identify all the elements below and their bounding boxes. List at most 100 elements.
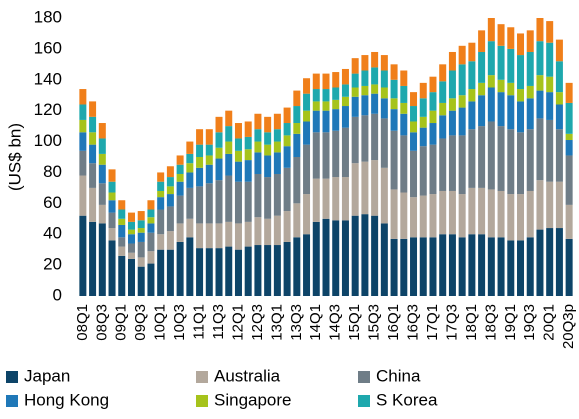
bar-segment <box>410 121 418 133</box>
bar-segment <box>293 237 301 296</box>
bar-segment <box>196 248 204 296</box>
x-tick-label: 08Q1 <box>74 304 91 341</box>
bar-segment <box>565 204 573 239</box>
bar-segment <box>108 228 116 241</box>
bar-segment <box>176 173 184 182</box>
bar-segment <box>225 175 233 222</box>
bar-segment <box>419 98 427 117</box>
bar-segment <box>517 89 525 102</box>
bar-segment <box>400 238 408 296</box>
bar-segment <box>565 140 573 156</box>
bar-segment <box>127 221 135 230</box>
bar-segment <box>507 240 515 296</box>
bar-segment <box>565 155 573 205</box>
bar-segment <box>127 258 135 296</box>
bar-segment <box>79 132 87 151</box>
bar-segment <box>293 133 301 157</box>
bar-segment <box>546 76 554 93</box>
bar-segment <box>283 211 291 242</box>
x-tick-label: 19Q3 <box>521 304 538 341</box>
bar-segment <box>410 197 418 238</box>
bar-segment <box>137 241 145 258</box>
bar-segment <box>293 123 301 134</box>
bar-segment <box>410 92 418 107</box>
bar-segment <box>497 126 505 191</box>
x-tick-label: 09Q1 <box>113 304 130 341</box>
bar-segment <box>332 177 340 221</box>
bar-segment <box>264 155 272 178</box>
bar-segment <box>196 129 204 145</box>
y-axis-label: (US$ bn) <box>5 123 24 191</box>
bar-segment <box>468 89 476 102</box>
x-tick-label: 15Q3 <box>366 304 383 341</box>
bar-segment <box>439 138 447 191</box>
bar-segment <box>186 187 194 219</box>
bar-segment <box>536 118 544 181</box>
bar-segment <box>565 133 573 141</box>
x-tick-label: 16Q3 <box>404 304 421 341</box>
bar-segment <box>458 107 466 136</box>
x-tick-label: 12Q3 <box>249 304 266 341</box>
bar-segment <box>147 263 155 296</box>
bar-segment <box>176 155 184 165</box>
bar-segment <box>361 214 369 296</box>
bar-segment <box>507 82 515 96</box>
bar-segment <box>264 144 272 156</box>
bar-segment <box>458 95 466 108</box>
y-tick-label: 140 <box>34 69 62 88</box>
bar-segment <box>332 72 340 88</box>
bar-segment <box>205 144 213 156</box>
legend-swatch <box>196 395 208 407</box>
bar-segment <box>283 241 291 296</box>
bar-segment <box>390 64 398 80</box>
bar-segment <box>487 75 495 88</box>
bar-segment <box>176 164 184 174</box>
bar-segment <box>536 90 544 119</box>
bar-segment <box>565 102 573 134</box>
bar-segment <box>546 21 554 43</box>
bar-segment <box>79 89 87 105</box>
bar-segment <box>244 121 252 137</box>
bar-segment <box>555 92 563 105</box>
bar-segment <box>468 42 476 62</box>
bar-segment <box>273 113 281 130</box>
bar-segment <box>186 163 194 173</box>
bar-segment <box>293 90 301 107</box>
bar-segment <box>157 234 165 250</box>
bar-segment <box>517 132 525 195</box>
bar-segment <box>98 138 106 154</box>
bar-segment <box>118 200 126 210</box>
bar-segment <box>176 195 184 224</box>
bar-segment <box>303 194 311 235</box>
bar-segment <box>487 87 495 122</box>
bar-segment <box>118 246 126 256</box>
bar-segment <box>215 158 223 181</box>
bar-segment <box>478 95 486 127</box>
bar-segment <box>303 234 311 296</box>
bar-segment <box>137 266 145 296</box>
bar-segment <box>108 240 116 296</box>
bar-segment <box>361 115 369 162</box>
bar-segment <box>205 155 213 165</box>
bar-segment <box>273 141 281 153</box>
bar-segment <box>419 237 427 296</box>
bar-segment <box>380 118 388 168</box>
bar-segment <box>186 218 194 238</box>
bar-segment <box>332 220 340 296</box>
bar-segment <box>108 212 116 229</box>
bar-segment <box>497 24 505 46</box>
legend-label: S Korea <box>376 390 438 409</box>
bar-segment <box>419 82 427 99</box>
bar-segment <box>147 200 155 210</box>
bar-segment <box>322 132 330 179</box>
bar-segment <box>196 167 204 187</box>
bar-segment <box>244 221 252 247</box>
bar-segment <box>497 92 505 127</box>
bar-segment <box>410 150 418 198</box>
bar-segment <box>458 135 466 195</box>
bar-segment <box>205 164 213 184</box>
bar-segment <box>448 190 456 235</box>
bar-segment <box>137 257 145 267</box>
bar-segment <box>410 106 418 122</box>
x-tick-label: 12Q1 <box>229 304 246 341</box>
